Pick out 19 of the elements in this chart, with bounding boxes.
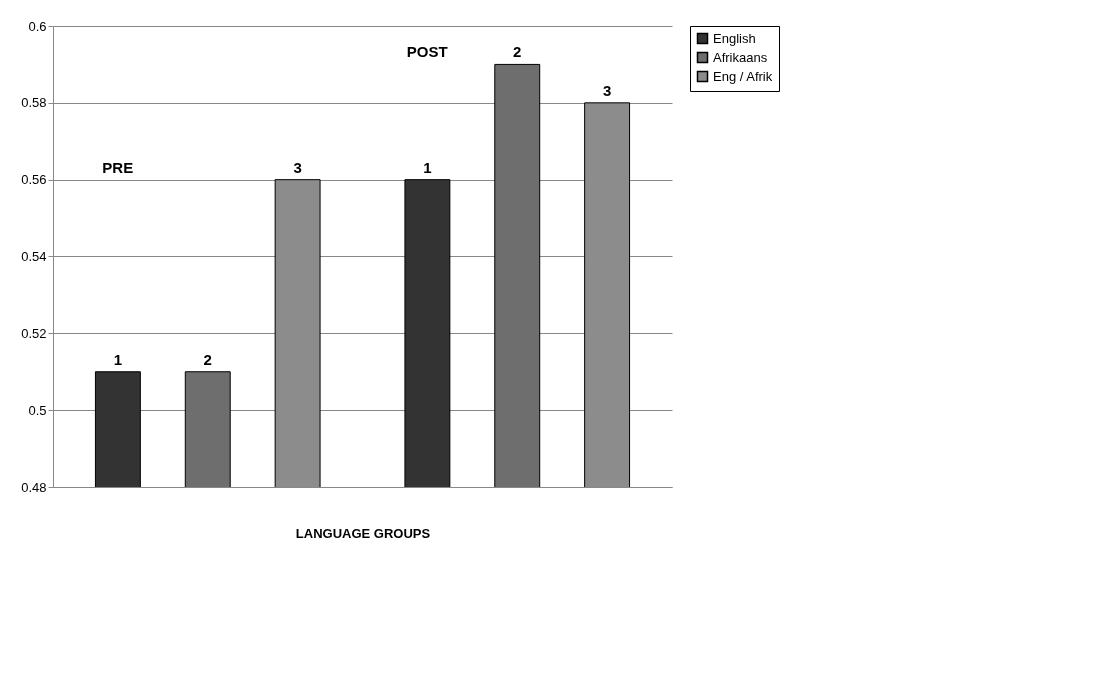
y-tick-label: 0.58 [21,95,47,111]
annotation: 1 [423,158,432,176]
annotation: POST [406,43,448,61]
legend-label: Afrikaans [713,49,768,65]
annotation: 3 [293,158,302,176]
y-tick-label: 0.52 [21,325,47,341]
annotation: PRE [102,158,134,176]
annotation: 2 [513,43,522,61]
legend-label: English [713,30,756,46]
y-tick-label: 0.5 [28,402,47,418]
y-tick-label: 0.54 [21,249,47,264]
annotation: 2 [203,350,212,368]
y-tick-label: 0.56 [21,172,47,188]
annotation: 1 [113,350,123,368]
x-axis-title: LANGUAGE GROUPS [295,525,431,541]
annotation: 3 [602,81,612,99]
legend-label: Eng / Afrik [713,68,773,84]
y-tick-label: 0.48 [21,479,47,495]
y-tick-label: 0.6 [28,18,47,34]
